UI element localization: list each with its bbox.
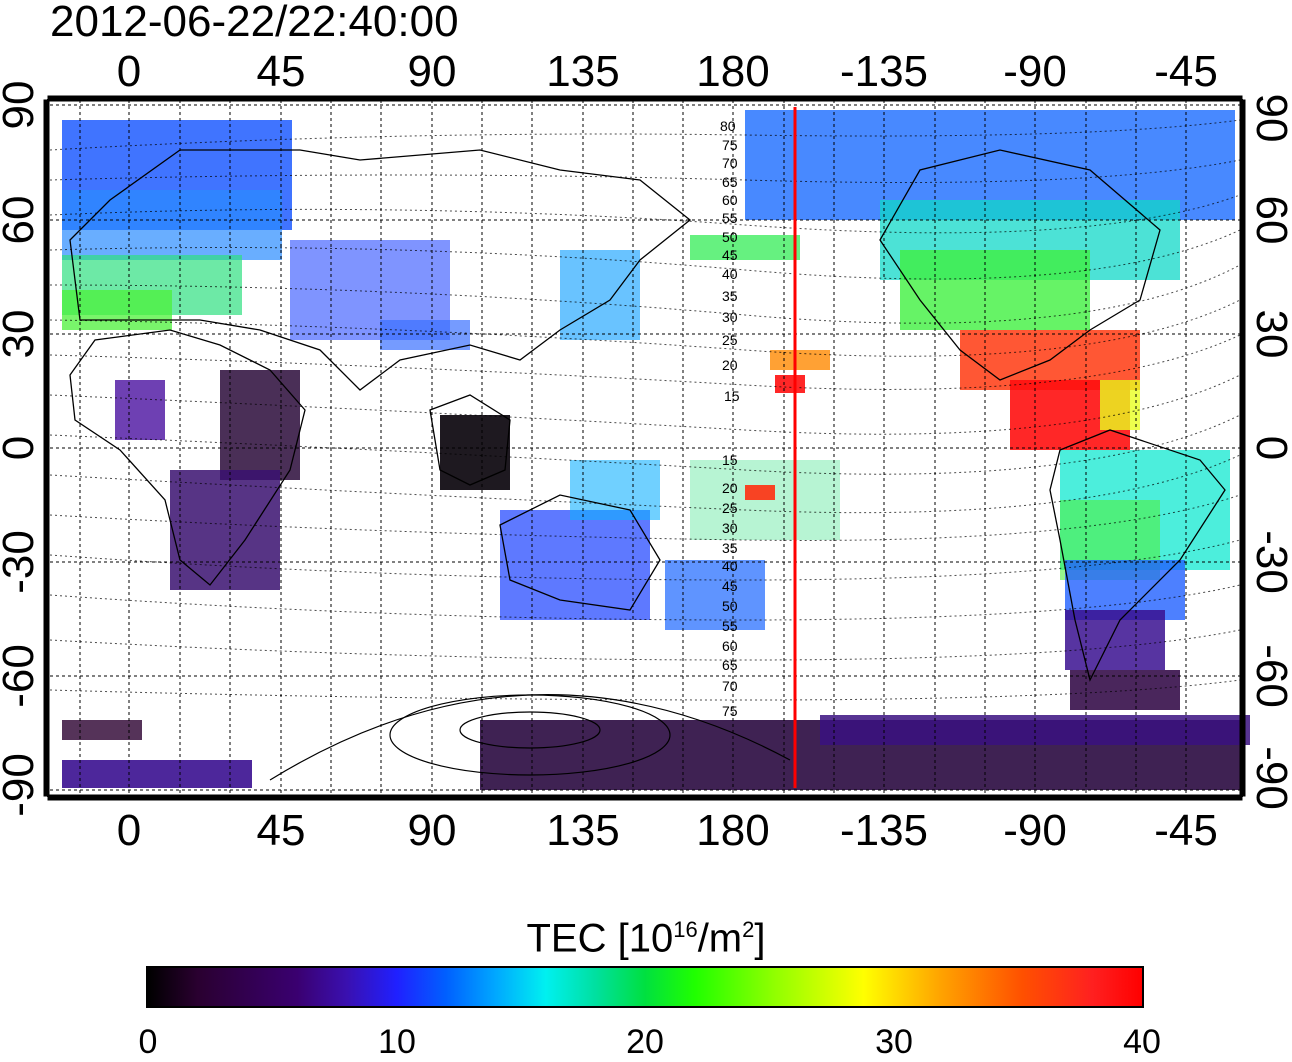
right-lat-label: 90	[1247, 94, 1292, 143]
top-lon-label: 0	[117, 47, 141, 96]
colorbar-title: TEC [1016/m2]	[526, 916, 766, 961]
bottom-lon-label: 135	[546, 806, 619, 855]
colorbar-tick: 20	[626, 1023, 664, 1061]
left-lat-label: -60	[0, 644, 43, 708]
mlat-label: 35	[722, 288, 738, 304]
bottom-longitude-labels: 0 45 90 135 180 -135 -90 -45	[117, 806, 1218, 855]
map-frame	[43, 95, 1246, 801]
mlat-label: 35	[722, 540, 738, 556]
right-latitude-labels: 90 60 30 0 -30 -60 -90	[1247, 94, 1292, 810]
mlat-label: 40	[722, 558, 738, 574]
mlat-label: 30	[722, 520, 738, 536]
tec-map: 0 45 90 135 180 -135 -90 -45 0 45 90 135…	[0, 47, 1292, 855]
top-longitude-labels: 0 45 90 135 180 -135 -90 -45	[117, 47, 1218, 96]
mlat-label: 25	[722, 500, 738, 516]
magnetic-latitude-labels-south: 15 20 25 30 35 40 45 50 55 60 65 70 75	[722, 452, 738, 719]
colorbar-tick: 40	[1123, 1023, 1161, 1061]
mlat-label: 75	[722, 703, 738, 719]
mlat-label: 65	[722, 174, 738, 190]
mlat-label: 70	[722, 155, 738, 171]
bottom-lon-label: 0	[117, 806, 141, 855]
colorbar-tick: 30	[875, 1023, 913, 1061]
mlat-label: 45	[722, 247, 738, 263]
left-lat-label: 90	[0, 81, 43, 130]
right-lat-label: 60	[1247, 196, 1292, 245]
bottom-lon-label: 90	[408, 806, 457, 855]
colorbar-tick: 10	[378, 1023, 416, 1061]
timestamp-title: 2012-06-22/22:40:00	[50, 0, 459, 46]
mlat-label: 80	[720, 118, 736, 134]
top-lon-label: 180	[696, 47, 769, 96]
mlat-label: 65	[722, 657, 738, 673]
mlat-label: 15	[724, 388, 740, 404]
south-magnetic-pole-contours	[269, 694, 791, 781]
colorbar-tick: 0	[138, 1023, 158, 1061]
left-lat-label: 0	[0, 436, 43, 460]
tec-patches	[62, 110, 1250, 790]
mlat-label: 60	[722, 638, 738, 654]
mlat-label: 20	[722, 480, 738, 496]
left-lat-label: -30	[0, 530, 43, 594]
tec-colorbar	[146, 966, 1144, 1008]
right-lat-label: -30	[1247, 530, 1292, 594]
bottom-lon-label: -135	[840, 806, 928, 855]
right-lat-label: 30	[1247, 310, 1292, 359]
mlat-label: 60	[722, 192, 738, 208]
mlat-label: 50	[722, 229, 738, 245]
top-lon-label: -135	[840, 47, 928, 96]
mlat-label: 15	[722, 452, 738, 468]
mlat-label: 55	[722, 210, 738, 226]
mlat-label: 20	[722, 357, 738, 373]
right-lat-label: -60	[1247, 644, 1292, 708]
mlat-label: 55	[722, 618, 738, 634]
right-lat-label: 0	[1247, 436, 1292, 460]
left-latitude-labels: 90 60 30 0 -30 -60 -90	[0, 81, 43, 817]
top-lon-label: 90	[408, 47, 457, 96]
top-lon-label: -90	[1003, 47, 1067, 96]
mlat-label: 45	[722, 578, 738, 594]
mlat-label: 75	[722, 137, 738, 153]
mlat-label: 70	[722, 678, 738, 694]
mlat-label: 40	[722, 266, 738, 282]
mlat-label: 30	[722, 309, 738, 325]
left-lat-label: -90	[0, 753, 43, 817]
top-lon-label: 45	[257, 47, 306, 96]
left-lat-label: 30	[0, 310, 43, 359]
right-lat-label: -90	[1247, 746, 1292, 810]
bottom-lon-label: -45	[1154, 806, 1218, 855]
left-lat-label: 60	[0, 196, 43, 245]
magnetic-latitude-labels-north: 80 75 70 65 60 55 50 45 40 35 30 25 20 1…	[720, 118, 740, 404]
grid-lines	[50, 100, 1240, 795]
mlat-label: 50	[722, 598, 738, 614]
bottom-lon-label: -90	[1003, 806, 1067, 855]
top-lon-label: -45	[1154, 47, 1218, 96]
geomagnetic-latitude-contours	[49, 119, 1241, 701]
mlat-label: 25	[722, 332, 738, 348]
bottom-lon-label: 45	[257, 806, 306, 855]
bottom-lon-label: 180	[696, 806, 769, 855]
top-lon-label: 135	[546, 47, 619, 96]
